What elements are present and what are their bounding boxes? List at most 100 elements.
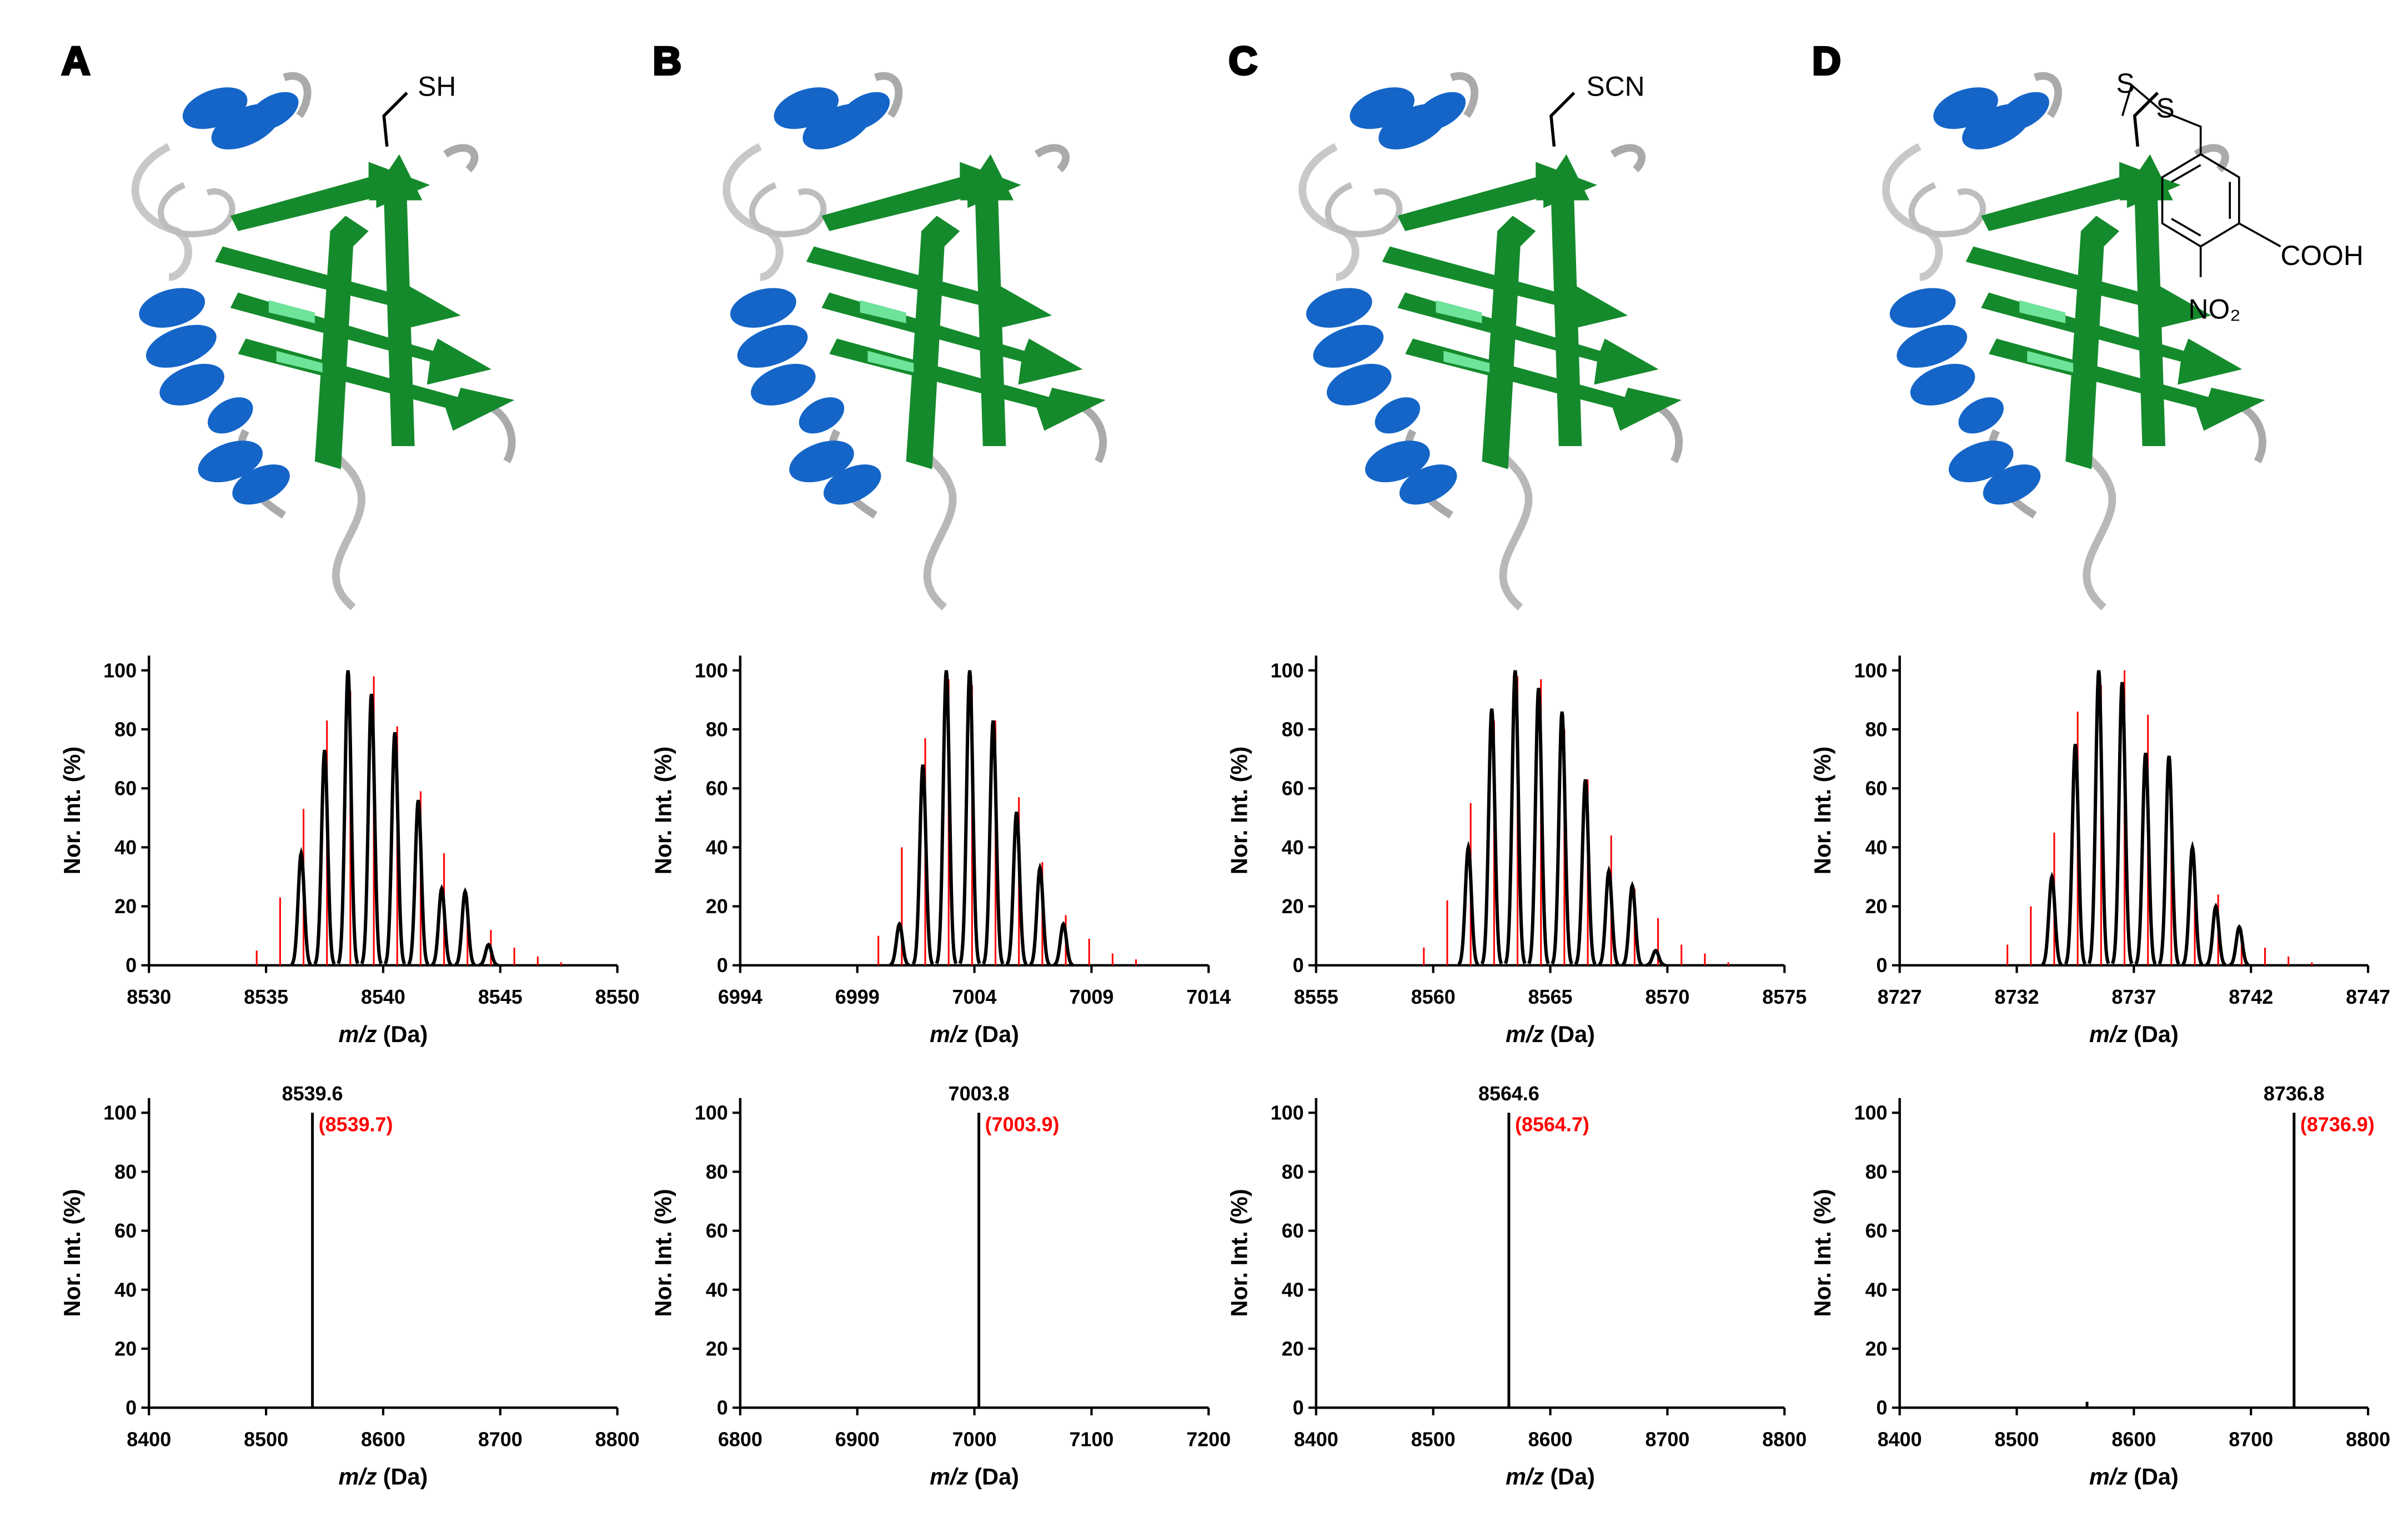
plot-area xyxy=(255,670,562,967)
y-axis-label: Nor. Int. (%) xyxy=(650,1189,676,1316)
panel-label: B xyxy=(653,39,681,83)
x-axis-label-italic: m/z xyxy=(2089,1021,2128,1047)
chart: 0 20 40 60 80 100 6800 6900 7000 7100 7200 Nor. Int… xyxy=(650,1082,1231,1489)
profile-peak xyxy=(2205,903,2226,967)
chemical-group: COOH xyxy=(2280,240,2363,271)
x-tick-label: 6994 xyxy=(718,985,762,1008)
x-tick-label: 8800 xyxy=(1762,1428,1807,1450)
y-axis-label: Nor. Int. (%) xyxy=(59,1189,85,1316)
chart: 0 20 40 60 80 100 8400 8500 8600 8700 8800 Nor. Int… xyxy=(59,1082,640,1489)
y-tick-label: 0 xyxy=(126,954,137,977)
x-axis-label-unit: (Da) xyxy=(1550,1021,1595,1047)
theoretical-mass-label: (7003.9) xyxy=(985,1113,1060,1135)
y-tick-label: 40 xyxy=(1865,836,1888,859)
y-tick-label: 80 xyxy=(114,1160,137,1183)
profile-peak xyxy=(1646,948,1666,967)
profile-peak xyxy=(2087,670,2110,964)
y-tick-label: 100 xyxy=(1271,1102,1304,1124)
y-tick-label: 60 xyxy=(706,777,728,800)
protein-structure xyxy=(1885,76,2265,608)
y-tick-label: 40 xyxy=(1282,1278,1304,1301)
x-axis-label-unit: (Da) xyxy=(974,1021,1019,1047)
profile-peak xyxy=(2041,872,2063,967)
benzene-ring xyxy=(2121,83,2281,277)
profile-peak xyxy=(383,732,407,965)
x-tick-label: 6900 xyxy=(835,1428,880,1450)
plot-area xyxy=(2006,670,2313,967)
y-tick-label: 80 xyxy=(1282,1160,1304,1183)
y-tick-label: 40 xyxy=(706,1278,728,1301)
theoretical-mass-label: (8736.9) xyxy=(2300,1113,2375,1135)
x-tick-label: 8400 xyxy=(1878,1428,1922,1450)
x-axis-label: m/z (Da) xyxy=(1506,1463,1595,1489)
y-axis-label: Nor. Int. (%) xyxy=(1809,1189,1835,1316)
profile-peak xyxy=(1574,779,1597,965)
profile-peak xyxy=(313,749,336,965)
x-tick-label: 8800 xyxy=(595,1428,640,1450)
y-tick-label: 40 xyxy=(114,836,137,859)
y-axis-label: Nor. Int. (%) xyxy=(1226,747,1252,874)
y-tick-label: 100 xyxy=(695,1102,728,1124)
y-tick-label: 80 xyxy=(1865,718,1888,740)
x-axis-label-italic: m/z xyxy=(930,1463,968,1489)
y-tick-label: 100 xyxy=(695,659,728,682)
profile-peak xyxy=(478,942,499,967)
x-axis-label: m/z (Da) xyxy=(339,1021,428,1047)
panel-label: A xyxy=(62,39,91,83)
theoretical-mass-label: (8539.7) xyxy=(319,1113,393,1135)
plot-area xyxy=(1423,670,1729,967)
axes xyxy=(739,1098,1209,1409)
profile-peak xyxy=(889,921,910,967)
y-tick-label: 20 xyxy=(1865,1337,1888,1360)
chemical-group: S xyxy=(2116,68,2135,99)
protein-structure xyxy=(726,76,1106,608)
y-tick-label: 0 xyxy=(1293,1396,1304,1419)
protein-structure xyxy=(1302,76,1682,608)
theoretical-mass-label: (8564.7) xyxy=(1515,1113,1589,1135)
x-tick-label: 8600 xyxy=(1528,1428,1573,1450)
profile-peak xyxy=(431,884,453,967)
axes xyxy=(1315,1098,1785,1409)
y-tick-label: 100 xyxy=(103,659,137,682)
x-axis-label-italic: m/z xyxy=(1506,1021,1544,1047)
x-tick-label: 6800 xyxy=(718,1428,762,1450)
y-tick-label: 40 xyxy=(114,1278,137,1301)
profile-peak xyxy=(1029,862,1051,967)
y-tick-label: 20 xyxy=(1865,895,1888,918)
x-tick-label: 8400 xyxy=(127,1428,171,1450)
profile-peak xyxy=(935,670,958,964)
y-tick-label: 60 xyxy=(706,1219,728,1242)
y-tick-label: 100 xyxy=(103,1102,137,1124)
profile-peak xyxy=(1053,921,1074,967)
x-tick-label: 7100 xyxy=(1069,1428,1113,1450)
x-tick-label: 8732 xyxy=(1995,985,2039,1008)
y-tick-label: 100 xyxy=(1271,659,1304,682)
plot-area xyxy=(877,670,1137,967)
x-tick-label: 8530 xyxy=(127,985,171,1008)
y-tick-label: 60 xyxy=(1282,777,1304,800)
side-chain xyxy=(382,92,408,147)
chemical-group: NO₂ xyxy=(2189,294,2241,325)
y-tick-label: 40 xyxy=(1865,1278,1888,1301)
plot-area xyxy=(2085,1113,2296,1408)
x-axis-label-unit: (Da) xyxy=(974,1463,1019,1489)
x-axis-label-unit: (Da) xyxy=(2134,1021,2179,1047)
x-axis-label-italic: m/z xyxy=(930,1021,968,1047)
profile-peak xyxy=(958,670,981,964)
x-tick-label: 7004 xyxy=(952,985,997,1008)
y-tick-label: 80 xyxy=(1865,1160,1888,1183)
x-tick-label: 8700 xyxy=(1645,1428,1689,1450)
x-axis-label-italic: m/z xyxy=(339,1463,377,1489)
y-tick-label: 60 xyxy=(1282,1219,1304,1242)
panel-label: C xyxy=(1228,39,1257,83)
profile-peak xyxy=(911,764,934,965)
x-tick-label: 8500 xyxy=(1411,1428,1456,1450)
profile-peak xyxy=(1527,688,1550,965)
x-tick-label: 8570 xyxy=(1645,985,1689,1008)
x-axis-label-unit: (Da) xyxy=(383,1463,428,1489)
profile-peak xyxy=(1598,865,1620,967)
chart: 0 20 40 60 80 100 8400 8500 8600 8700 8800 Nor. Int… xyxy=(1226,1082,1807,1489)
x-axis-label-unit: (Da) xyxy=(2134,1463,2179,1489)
protein-structure xyxy=(134,76,514,608)
